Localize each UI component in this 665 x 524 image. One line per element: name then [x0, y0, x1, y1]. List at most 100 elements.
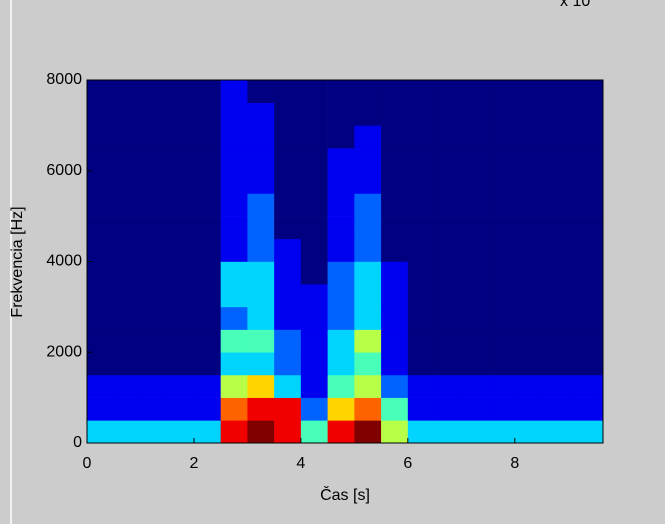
spectrogram-cell — [514, 420, 542, 444]
spectrogram-cell — [113, 306, 141, 330]
spectrogram-cell — [327, 420, 355, 444]
spectrogram-cell — [87, 374, 115, 398]
spectrogram-cell — [514, 238, 542, 262]
spectrogram-cell — [113, 102, 141, 126]
spectrogram-cell — [167, 102, 195, 126]
spectrogram-cell — [594, 170, 604, 194]
spectrogram-cell — [167, 261, 195, 285]
spectrogram-cell — [541, 420, 569, 444]
spectrogram-cell — [327, 261, 355, 285]
spectrogram-cell — [87, 148, 115, 172]
spectrogram-cell — [381, 125, 409, 149]
spectrogram-cell — [541, 397, 569, 421]
spectrogram-cell — [87, 306, 115, 330]
spectrogram-cell — [193, 238, 221, 262]
spectrogram-cell — [113, 80, 141, 103]
spectrogram-cell — [87, 125, 115, 149]
spectrogram-cell — [514, 284, 542, 308]
spectrogram-cell — [274, 238, 302, 262]
spectrogram-cell — [220, 170, 248, 194]
spectrogram-cell — [113, 352, 141, 376]
spectrogram-cell — [300, 397, 328, 421]
spectrogram-cell — [220, 306, 248, 330]
spectrogram-cell — [354, 148, 382, 172]
spectrogram-cell — [461, 170, 489, 194]
spectrogram-cell — [568, 374, 596, 398]
spectrogram-cell — [167, 374, 195, 398]
spectrogram-cell — [381, 238, 409, 262]
spectrogram-cell — [87, 397, 115, 421]
spectrogram-cell — [568, 125, 596, 149]
spectrogram-cell — [327, 397, 355, 421]
x-tick-label: 6 — [403, 455, 412, 472]
spectrogram-cell — [327, 148, 355, 172]
axis-multiplier: x 10 — [560, 0, 590, 10]
spectrogram-cell — [514, 261, 542, 285]
spectrogram-cell — [167, 352, 195, 376]
spectrogram-cell — [541, 125, 569, 149]
spectrogram-cell — [167, 420, 195, 444]
y-tick-label: 0 — [73, 434, 82, 451]
spectrogram-cell — [220, 216, 248, 240]
spectrogram-cell — [488, 374, 516, 398]
y-axis-label: Frekvencia [Hz] — [9, 206, 26, 317]
spectrogram-cell — [594, 80, 604, 103]
spectrogram-cell — [488, 238, 516, 262]
spectrogram-cell — [300, 306, 328, 330]
spectrogram-cell — [300, 284, 328, 308]
spectrogram-cell — [193, 284, 221, 308]
spectrogram-cell — [167, 397, 195, 421]
spectrogram-cell — [541, 148, 569, 172]
spectrogram-cell — [407, 80, 435, 103]
spectrogram-cell — [327, 102, 355, 126]
spectrogram-cell — [514, 102, 542, 126]
spectrogram-cell — [434, 170, 462, 194]
spectrogram-cell — [247, 102, 275, 126]
spectrogram-cell — [568, 352, 596, 376]
spectrogram-cell — [407, 306, 435, 330]
spectrogram-cell — [407, 329, 435, 353]
spectrogram-cell — [354, 374, 382, 398]
spectrogram-cell — [247, 125, 275, 149]
spectrogram-cell — [220, 284, 248, 308]
spectrogram-cell — [488, 352, 516, 376]
spectrogram-cell — [568, 397, 596, 421]
spectrogram-cell — [220, 329, 248, 353]
spectrogram-cell — [488, 193, 516, 217]
spectrogram-cell — [461, 420, 489, 444]
spectrogram-cell — [568, 102, 596, 126]
spectrogram-cell — [541, 80, 569, 103]
spectrogram-cell — [113, 170, 141, 194]
spectrogram-cell — [381, 306, 409, 330]
spectrogram-cell — [327, 238, 355, 262]
spectrogram-cell — [461, 261, 489, 285]
spectrogram-cell — [434, 216, 462, 240]
spectrogram-cell — [274, 397, 302, 421]
spectrogram-cell — [594, 125, 604, 149]
spectrogram-cell — [434, 193, 462, 217]
spectrogram-cell — [407, 261, 435, 285]
spectrogram-cell — [514, 374, 542, 398]
spectrogram-cell — [300, 102, 328, 126]
spectrogram-cell — [568, 170, 596, 194]
spectrogram-cell — [140, 352, 168, 376]
spectrogram-cell — [514, 80, 542, 103]
spectrogram-cell — [594, 102, 604, 126]
spectrogram-cell — [381, 261, 409, 285]
spectrogram-cell — [541, 329, 569, 353]
spectrogram-cell — [193, 397, 221, 421]
x-axis-label: Čas [s] — [320, 485, 370, 504]
spectrogram-cell — [461, 193, 489, 217]
spectrogram-cell — [354, 329, 382, 353]
spectrogram-cell — [300, 261, 328, 285]
spectrogram-cell — [327, 284, 355, 308]
spectrogram-cell — [381, 216, 409, 240]
spectrogram-cell — [274, 170, 302, 194]
spectrogram-cell — [514, 216, 542, 240]
spectrogram-cell — [274, 193, 302, 217]
spectrogram-cell — [140, 374, 168, 398]
spectrogram-cell — [594, 216, 604, 240]
spectrogram-cell — [193, 306, 221, 330]
spectrogram-cell — [140, 193, 168, 217]
spectrogram-cell — [514, 148, 542, 172]
